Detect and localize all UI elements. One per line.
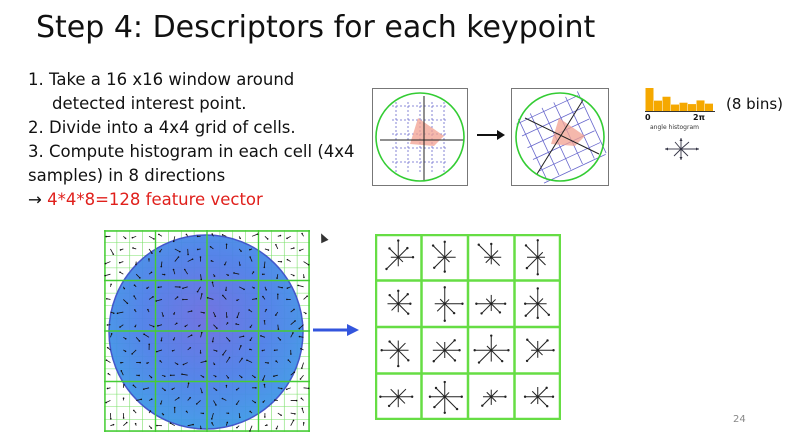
histogram-bar <box>662 96 671 111</box>
histogram-axis-start: 0 <box>645 113 651 122</box>
histogram-bar <box>671 104 679 111</box>
step-1-continuation: detected interest point. <box>52 94 247 113</box>
step-1-line: 1. Take a 16 x16 window around <box>28 70 295 89</box>
histogram-bar <box>679 102 688 111</box>
result-text: 4*4*8=128 feature vector <box>47 190 263 209</box>
step-2-line: 2. Divide into a 4x4 grid of cells. <box>28 118 296 137</box>
step-3-line: 3. Compute histogram in each cell (4x4 <box>28 142 355 161</box>
histogram-bar <box>705 103 713 111</box>
bins-label: (8 bins) <box>726 95 784 113</box>
histogram-bar <box>645 88 654 111</box>
transform-arrow-icon <box>477 129 505 141</box>
descriptor-arrow-icon <box>313 323 359 337</box>
histogram-caption: angle histogram <box>650 124 699 131</box>
steps-list: 1. Take a 16 x16 window around detected … <box>28 68 368 212</box>
histogram-bar <box>696 100 705 111</box>
histogram-bar <box>688 104 696 111</box>
window-diagram-rotated <box>511 88 609 186</box>
result-arrow-icon: → <box>28 190 42 209</box>
result-line: → 4*4*8=128 feature vector <box>28 188 368 212</box>
mouse-cursor-icon <box>317 231 329 244</box>
descriptor-grid <box>375 234 561 420</box>
direction-star-icon <box>661 136 701 162</box>
page-number: 24 <box>733 414 746 425</box>
gradient-samples-grid <box>104 230 310 432</box>
window-diagram-upright <box>372 88 468 186</box>
slide-title: Step 4: Descriptors for each keypoint <box>36 10 596 45</box>
histogram-axis-end: 2π <box>693 113 705 122</box>
step-3-continuation: samples) in 8 directions <box>28 166 226 185</box>
histogram-bar <box>654 100 662 111</box>
angle-histogram <box>645 87 717 113</box>
